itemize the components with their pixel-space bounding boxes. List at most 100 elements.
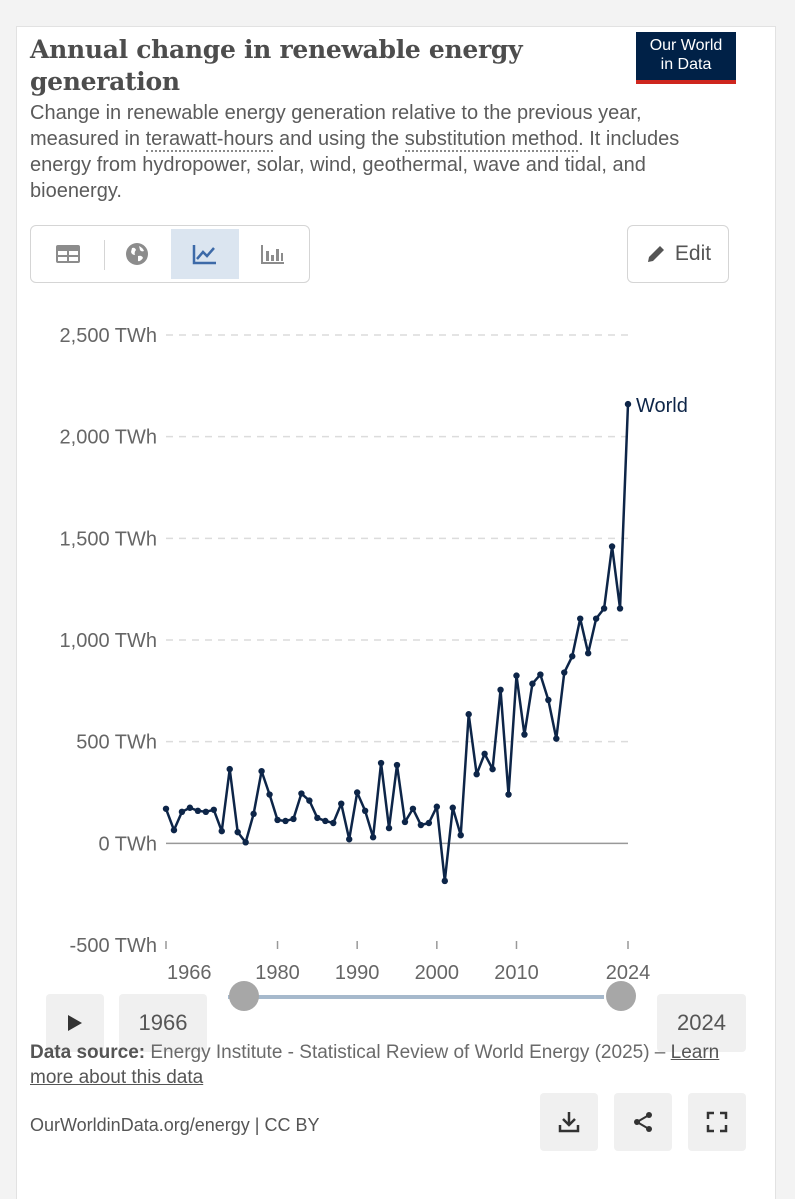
data-point (465, 711, 472, 718)
tab-chart[interactable] (171, 229, 239, 279)
owid-logo[interactable]: Our World in Data (636, 32, 736, 84)
y-tick-label: -500 TWh (70, 935, 157, 957)
x-tick-label: 1980 (255, 962, 300, 980)
chart-subtitle: Change in renewable energy generation re… (30, 100, 730, 204)
play-button[interactable] (46, 994, 104, 1052)
data-point (186, 804, 194, 811)
data-point (353, 789, 361, 796)
series-line-world (164, 404, 630, 883)
data-point (258, 767, 265, 775)
line-chart-icon (192, 245, 216, 265)
start-year-button[interactable]: 1966 (119, 994, 207, 1052)
data-point (194, 807, 202, 814)
fullscreen-icon (706, 1111, 728, 1133)
data-point (441, 877, 448, 885)
fullscreen-button[interactable] (688, 1093, 746, 1151)
data-source: Data source: Energy Institute - Statisti… (30, 1040, 730, 1090)
tab-divider (104, 240, 105, 270)
data-point (330, 819, 337, 827)
data-point (401, 818, 409, 826)
download-button[interactable] (540, 1093, 598, 1151)
tab-table[interactable] (34, 229, 102, 279)
data-point (473, 771, 480, 778)
source-text: Energy Institute - Statistical Review of… (145, 1042, 671, 1063)
x-tick-label: 1966 (167, 962, 212, 980)
data-point (417, 821, 425, 829)
end-year-button[interactable]: 2024 (657, 994, 746, 1052)
terawatt-hours-link[interactable]: terawatt-hours (145, 128, 274, 152)
chart-title: Annual change in renewable energy genera… (30, 35, 523, 96)
data-point (393, 761, 401, 769)
data-point (529, 680, 536, 687)
data-point (505, 791, 512, 798)
play-icon (68, 1015, 82, 1031)
logo-line2: in Data (660, 56, 712, 73)
data-point (425, 819, 433, 827)
data-point (218, 827, 225, 835)
timeline-end-handle[interactable] (606, 981, 636, 1011)
data-point (592, 615, 600, 622)
y-tick-label: 1,500 TWh (60, 528, 157, 550)
data-point (178, 808, 186, 816)
subtitle-text-2: and using the (273, 128, 405, 150)
data-point (338, 800, 345, 807)
data-point (577, 615, 584, 622)
data-point (561, 669, 568, 676)
data-point (584, 650, 592, 657)
data-point (537, 671, 544, 678)
data-point (170, 826, 178, 834)
data-point (274, 816, 281, 824)
data-point (608, 543, 616, 550)
globe-icon (126, 243, 148, 265)
pencil-icon (647, 246, 664, 262)
timeline-start-handle[interactable] (229, 981, 259, 1011)
data-point (449, 804, 456, 811)
data-point (409, 805, 417, 812)
line-chart: -500 TWh 0 TWh 500 TWh 1,000 TWh 1,500 TWh 2,… (60, 325, 688, 980)
series-label: World (636, 395, 688, 417)
data-point (369, 834, 377, 841)
data-point (298, 790, 305, 797)
subtitle-text-3: . It includes energy from hydropower, so… (30, 128, 680, 202)
data-point (226, 765, 233, 773)
y-tick-label: 500 TWh (76, 732, 157, 754)
data-point (314, 814, 321, 822)
site-attribution: OurWorldinData.org/energy | CC BY (30, 1115, 320, 1135)
data-point (250, 810, 257, 818)
share-icon (634, 1112, 652, 1132)
data-point (545, 696, 552, 704)
view-tabs (30, 225, 310, 283)
edit-button[interactable]: Edit (627, 225, 729, 283)
bar-chart-icon (261, 245, 284, 264)
data-point (569, 653, 576, 660)
data-point (202, 808, 210, 816)
table-icon (56, 245, 80, 263)
y-tick-label: 1,000 TWh (60, 630, 157, 652)
share-button[interactable] (614, 1093, 672, 1151)
data-point (521, 731, 528, 738)
tab-bar-chart[interactable] (239, 229, 307, 279)
data-point (433, 803, 441, 810)
data-point (266, 791, 273, 798)
data-point (481, 750, 488, 758)
data-point (282, 817, 289, 825)
data-point (242, 839, 249, 846)
tab-map[interactable] (103, 229, 171, 279)
data-point (346, 836, 353, 843)
subtitle-text-1: Change in renewable energy generation re… (30, 102, 642, 150)
data-point (306, 797, 313, 804)
data-point (600, 605, 608, 612)
edit-button-label: Edit (674, 242, 712, 265)
x-tick-label: 2010 (494, 962, 539, 980)
learn-more-link[interactable]: Learn more about this data (30, 1042, 720, 1088)
data-point (457, 832, 464, 839)
y-tick-label: 0 TWh (98, 833, 157, 855)
substitution-method-link[interactable]: substitution method (404, 128, 579, 152)
data-point (234, 828, 241, 836)
data-point (616, 605, 624, 612)
data-point (553, 735, 560, 742)
x-tick-label: 2024 (606, 962, 651, 980)
data-point (489, 765, 496, 773)
timeline-track[interactable] (228, 995, 604, 999)
data-point (290, 815, 297, 823)
